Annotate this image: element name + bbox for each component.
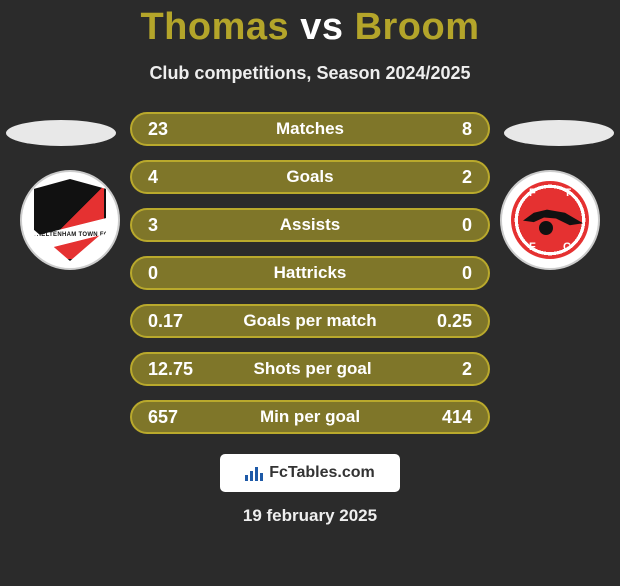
stat-row: 3 Assists 0	[130, 208, 490, 242]
stat-right-value: 2	[432, 167, 472, 188]
stat-row: 657 Min per goal 414	[130, 400, 490, 434]
stat-label: Goals	[286, 167, 333, 187]
stat-left-value: 0.17	[148, 311, 188, 332]
stat-right-value: 0	[432, 263, 472, 284]
crest-letter: F	[529, 187, 536, 199]
crest-letter: C	[563, 241, 571, 253]
crest-letter: F	[529, 241, 536, 253]
club-badge-left: CHELTENHAM TOWN FC	[20, 170, 120, 270]
brand-text: FcTables.com	[269, 464, 375, 482]
comparison-stage: CHELTENHAM TOWN FC F T F C 23Matches84Go…	[0, 112, 620, 434]
bar-chart-icon	[245, 465, 263, 481]
stat-label: Assists	[280, 215, 340, 235]
stat-left-value: 657	[148, 407, 188, 428]
stat-label: Matches	[276, 119, 344, 139]
stat-right-value: 0	[432, 215, 472, 236]
stat-left-value: 23	[148, 119, 188, 140]
stat-right-value: 414	[432, 407, 472, 428]
stat-row: 12.75 Shots per goal 2	[130, 352, 490, 386]
crest-letter: T	[564, 187, 571, 199]
snapshot-date: 19 february 2025	[0, 506, 620, 526]
stat-label: Hattricks	[274, 263, 347, 283]
title-player2: Broom	[355, 6, 480, 48]
subtitle: Club competitions, Season 2024/2025	[0, 63, 620, 84]
stats-table: 23Matches84Goals23Assists00Hattricks00.1…	[130, 112, 490, 434]
club-badge-right: F T F C	[500, 170, 600, 270]
player2-marker	[504, 120, 614, 146]
brand-badge[interactable]: FcTables.com	[220, 454, 400, 492]
stat-label: Min per goal	[260, 407, 360, 427]
player1-marker	[6, 120, 116, 146]
stat-left-value: 12.75	[148, 359, 193, 380]
cheltenham-crest-icon: CHELTENHAM TOWN FC	[34, 179, 106, 261]
stat-label: Goals per match	[243, 311, 376, 331]
stat-right-value: 2	[432, 359, 472, 380]
stat-right-value: 0.25	[432, 311, 472, 332]
stat-right-value: 8	[432, 119, 472, 140]
title-player1: Thomas	[140, 6, 289, 48]
title-vs: vs	[300, 6, 343, 48]
fleetwood-crest-icon: F T F C	[508, 178, 592, 262]
stat-label: Shots per goal	[253, 359, 371, 379]
stat-row: 0 Hattricks 0	[130, 256, 490, 290]
stat-left-value: 0	[148, 263, 188, 284]
page-title: Thomas vs Broom	[0, 6, 620, 49]
stat-row: 4 Goals 2	[130, 160, 490, 194]
stat-row: 0.17 Goals per match 0.25	[130, 304, 490, 338]
stat-left-value: 4	[148, 167, 188, 188]
stat-row: 23 Matches 8	[130, 112, 490, 146]
stat-left-value: 3	[148, 215, 188, 236]
